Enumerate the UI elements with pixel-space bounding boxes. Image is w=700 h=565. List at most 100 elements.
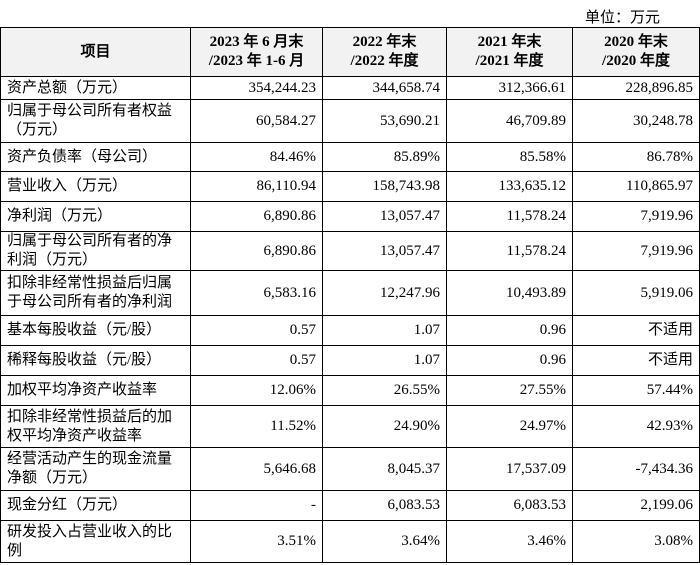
cell-value: 30,248.78 — [572, 99, 700, 143]
cell-value: 57.44% — [572, 375, 700, 406]
cell-value: 60,584.27 — [190, 99, 323, 143]
row-label: 加权平均净资产收益率 — [0, 375, 191, 406]
cell-value: 8,045.37 — [322, 447, 447, 491]
cell-value: 24.97% — [446, 405, 573, 448]
cell-value: 不适用 — [572, 315, 700, 346]
row-label: 营业收入（万元） — [0, 171, 191, 202]
row-label: 稀释每股收益（元/股） — [0, 345, 191, 376]
header-text: 2021 年末 — [477, 34, 542, 50]
row-label: 扣除非经常性损益后的加权平均净资产收益率 — [0, 405, 191, 448]
header-text: 2023 年 6 月末 — [209, 34, 304, 50]
row-label: 经营活动产生的现金流量净额（万元） — [0, 447, 191, 491]
cell-value: - — [190, 490, 323, 521]
cell-value: 110,865.97 — [572, 171, 700, 202]
cell-value: 11.52% — [190, 405, 323, 448]
header-text: 2022 年末 — [352, 34, 417, 50]
cell-value: 3.08% — [572, 520, 700, 563]
table-body: 资产总额（万元） 354,244.23 344,658.74 312,366.61 22… — [0, 76, 700, 563]
cell-value: 46,709.89 — [446, 99, 573, 143]
cell-value: 84.46% — [190, 142, 323, 172]
row-label: 基本每股收益（元/股） — [0, 315, 191, 346]
row-label: 研发投入占营业收入的比例 — [0, 520, 191, 563]
table-row: 归属于母公司所有者权益（万元） 60,584.27 53,690.21 46,709.… — [0, 99, 700, 143]
cell-value: 0.57 — [190, 315, 323, 346]
table-row: 归属于母公司所有者的净利润（万元） 6,890.86 13,057.47 11,578… — [0, 231, 700, 271]
header-text: /2022 年度 — [350, 53, 419, 69]
cell-value: 6,083.53 — [322, 490, 447, 521]
header-text: 2020 年末 — [604, 34, 668, 50]
header-cell: 项目 — [0, 27, 191, 77]
cell-value: 133,635.12 — [446, 171, 573, 202]
table-row: 基本每股收益（元/股） 0.57 1.07 0.96 不适用 — [0, 315, 700, 346]
cell-value: 不适用 — [572, 345, 700, 376]
cell-value: 158,743.98 — [322, 171, 447, 202]
cell-value: 6,083.53 — [446, 490, 573, 521]
header-text: 项目 — [80, 43, 111, 60]
cell-value: 24.90% — [322, 405, 447, 448]
header-row: 项目 2023 年 6 月末/2023 年 1-6 月 2022 年末/2022 年… — [0, 27, 700, 77]
cell-value: 11,578.24 — [446, 201, 573, 232]
cell-value: 1.07 — [322, 315, 447, 346]
cell-value: 0.57 — [190, 345, 323, 376]
row-label: 归属于母公司所有者权益（万元） — [0, 99, 191, 143]
row-label: 资产负债率（母公司） — [0, 142, 191, 172]
cell-value: 7,919.96 — [572, 201, 700, 232]
cell-value: 5,919.06 — [572, 270, 700, 316]
cell-value: 6,583.16 — [190, 270, 323, 316]
cell-value: 85.58% — [446, 142, 573, 172]
cell-value: 0.96 — [446, 345, 573, 376]
row-label: 资产总额（万元） — [0, 76, 191, 100]
table-row: 扣除非经常性损益后的加权平均净资产收益率 11.52% 24.90% 24.97% 42… — [0, 405, 700, 448]
table-row: 稀释每股收益（元/股） 0.57 1.07 0.96 不适用 — [0, 345, 700, 376]
header-cell: 2022 年末/2022 年度 — [322, 27, 447, 77]
unit-note: 单位：万元 — [584, 10, 660, 26]
cell-value: 3.46% — [446, 520, 573, 563]
cell-value: 86.78% — [572, 142, 700, 172]
table-row: 净利润（万元） 6,890.86 13,057.47 11,578.24 7,919.9… — [0, 201, 700, 232]
row-label: 现金分红（万元） — [0, 490, 191, 521]
cell-value: 2,199.06 — [572, 490, 700, 521]
cell-value: 6,890.86 — [190, 231, 323, 271]
cell-value: 5,646.68 — [190, 447, 323, 491]
financial-table: 项目 2023 年 6 月末/2023 年 1-6 月 2022 年末/2022 年… — [0, 27, 700, 563]
cell-value: 7,919.96 — [572, 231, 700, 271]
cell-value: 12.06% — [190, 375, 323, 406]
cell-value: 27.55% — [446, 375, 573, 406]
table-row: 扣除非经常性损益后归属于母公司所有者的净利润 6,583.16 12,247.96 1… — [0, 270, 700, 316]
table-row: 资产总额（万元） 354,244.23 344,658.74 312,366.61 22… — [0, 76, 700, 100]
cell-value: 312,366.61 — [446, 76, 573, 100]
cell-value: 228,896.85 — [572, 76, 700, 100]
cell-value: 17,537.09 — [446, 447, 573, 491]
header-text: /2021 年度 — [475, 53, 544, 69]
cell-value: 0.96 — [446, 315, 573, 346]
cell-value: 86,110.94 — [190, 171, 323, 202]
cell-value: 12,247.96 — [322, 270, 447, 316]
header-text: /2023 年 1-6 月 — [208, 53, 305, 69]
cell-value: 3.64% — [322, 520, 447, 563]
cell-value: -7,434.36 — [572, 447, 700, 491]
row-label: 扣除非经常性损益后归属于母公司所有者的净利润 — [0, 270, 191, 316]
cell-value: 13,057.47 — [322, 231, 447, 271]
cell-value: 13,057.47 — [322, 201, 447, 232]
table-row: 研发投入占营业收入的比例 3.51% 3.64% 3.46% 3.08% — [0, 520, 700, 563]
header-cell: 2023 年 6 月末/2023 年 1-6 月 — [190, 27, 323, 77]
cell-value: 11,578.24 — [446, 231, 573, 271]
cell-value: 3.51% — [190, 520, 323, 563]
row-label: 归属于母公司所有者的净利润（万元） — [0, 231, 191, 271]
header-cell: 2020 年末/2020 年度 — [572, 27, 700, 77]
cell-value: 42.93% — [572, 405, 700, 448]
cell-value: 6,890.86 — [190, 201, 323, 232]
cell-value: 354,244.23 — [190, 76, 323, 100]
table-row: 资产负债率（母公司） 84.46% 85.89% 85.58% 86.78% — [0, 142, 700, 172]
table-row: 现金分红（万元） -6,083.53 6,083.53 2,199.06 — [0, 490, 700, 521]
cell-value: 344,658.74 — [322, 76, 447, 100]
cell-value: 26.55% — [322, 375, 447, 406]
cell-value: 10,493.89 — [446, 270, 573, 316]
cell-value: 1.07 — [322, 345, 447, 376]
header-cell: 2021 年末/2021 年度 — [446, 27, 573, 77]
cell-value: 85.89% — [322, 142, 447, 172]
cell-value: 53,690.21 — [322, 99, 447, 143]
table-row: 营业收入（万元） 86,110.94 158,743.98 133,635.12 110… — [0, 171, 700, 202]
row-label: 净利润（万元） — [0, 201, 191, 232]
